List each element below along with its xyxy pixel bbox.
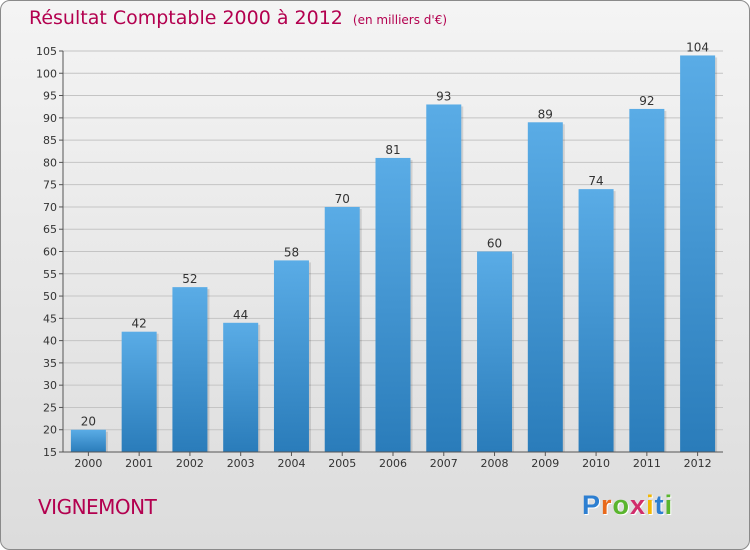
logo-letter: x bbox=[630, 490, 647, 520]
bar-2009[interactable] bbox=[527, 122, 563, 453]
bar-2003[interactable] bbox=[223, 322, 259, 452]
proxiti-logo[interactable]: Proxiti bbox=[582, 490, 673, 521]
y-tick-label: 105 bbox=[36, 45, 57, 58]
bar-2006[interactable] bbox=[375, 157, 411, 452]
y-tick-label: 35 bbox=[43, 357, 57, 370]
y-tick-label: 20 bbox=[43, 424, 57, 437]
y-tick-label: 45 bbox=[43, 312, 57, 325]
y-tick-label: 95 bbox=[43, 90, 57, 103]
bar-2002[interactable] bbox=[172, 287, 208, 452]
y-tick-label: 65 bbox=[43, 223, 57, 236]
bar-2007[interactable] bbox=[426, 104, 462, 452]
y-tick-label: 40 bbox=[43, 335, 57, 348]
y-tick-label: 50 bbox=[43, 290, 57, 303]
value-label-2006: 81 bbox=[385, 143, 400, 157]
bar-2000[interactable] bbox=[70, 429, 106, 452]
x-tick-label-2011: 2011 bbox=[633, 457, 661, 470]
x-tick-label-2008: 2008 bbox=[481, 457, 509, 470]
logo-letter: P bbox=[582, 490, 602, 520]
y-tick-label: 100 bbox=[36, 67, 57, 80]
y-tick-label: 55 bbox=[43, 268, 57, 281]
value-label-2009: 89 bbox=[538, 107, 553, 121]
chart-title: Résultat Comptable 2000 à 2012 (en millie… bbox=[29, 7, 447, 29]
bar-2004[interactable] bbox=[273, 260, 309, 452]
logo-letter: i bbox=[664, 490, 674, 520]
value-label-2000: 20 bbox=[81, 415, 96, 429]
y-tick-label: 70 bbox=[43, 201, 57, 214]
value-label-2008: 60 bbox=[487, 237, 502, 251]
y-tick-label: 25 bbox=[43, 401, 57, 414]
value-label-2002: 52 bbox=[182, 272, 197, 286]
logo-letter: i bbox=[646, 490, 655, 520]
x-tick-label-2003: 2003 bbox=[227, 457, 255, 470]
value-label-2005: 70 bbox=[335, 192, 350, 206]
value-label-2004: 58 bbox=[284, 245, 299, 259]
x-tick-label-2012: 2012 bbox=[684, 457, 712, 470]
chart-subtitle: (en milliers d'€) bbox=[352, 13, 448, 27]
bar-2001[interactable] bbox=[121, 331, 157, 452]
value-label-2011: 92 bbox=[639, 94, 654, 108]
bar-2010[interactable] bbox=[578, 189, 614, 452]
bar-2012[interactable] bbox=[680, 55, 716, 452]
x-tick-label-2004: 2004 bbox=[277, 457, 305, 470]
logo-letter: r bbox=[601, 490, 613, 520]
x-tick-label-2009: 2009 bbox=[531, 457, 559, 470]
y-tick-label: 15 bbox=[43, 446, 57, 459]
value-label-2003: 44 bbox=[233, 308, 248, 322]
x-tick-label-2000: 2000 bbox=[74, 457, 102, 470]
y-tick-label: 30 bbox=[43, 379, 57, 392]
value-label-2007: 93 bbox=[436, 89, 451, 103]
commune-name: VIGNEMONT bbox=[38, 495, 157, 519]
value-label-2001: 42 bbox=[132, 317, 147, 331]
chart-title-text: Résultat Comptable 2000 à 2012 bbox=[29, 7, 343, 29]
x-tick-label-2007: 2007 bbox=[430, 457, 458, 470]
bar-2008[interactable] bbox=[477, 251, 513, 453]
value-label-2010: 74 bbox=[588, 174, 603, 188]
logo-letter: o bbox=[612, 490, 631, 520]
bar-2011[interactable] bbox=[629, 108, 665, 452]
x-tick-label-2001: 2001 bbox=[125, 457, 153, 470]
x-tick-label-2002: 2002 bbox=[176, 457, 204, 470]
y-tick-label: 85 bbox=[43, 134, 57, 147]
y-tick-label: 60 bbox=[43, 246, 57, 259]
bar-2005[interactable] bbox=[324, 206, 360, 452]
y-tick-label: 80 bbox=[43, 156, 57, 169]
x-tick-label-2005: 2005 bbox=[328, 457, 356, 470]
x-tick-label-2006: 2006 bbox=[379, 457, 407, 470]
logo-letter: t bbox=[654, 490, 665, 520]
y-tick-label: 75 bbox=[43, 179, 57, 192]
x-tick-label-2010: 2010 bbox=[582, 457, 610, 470]
value-label-2012: 104 bbox=[686, 40, 709, 54]
y-tick-label: 90 bbox=[43, 112, 57, 125]
